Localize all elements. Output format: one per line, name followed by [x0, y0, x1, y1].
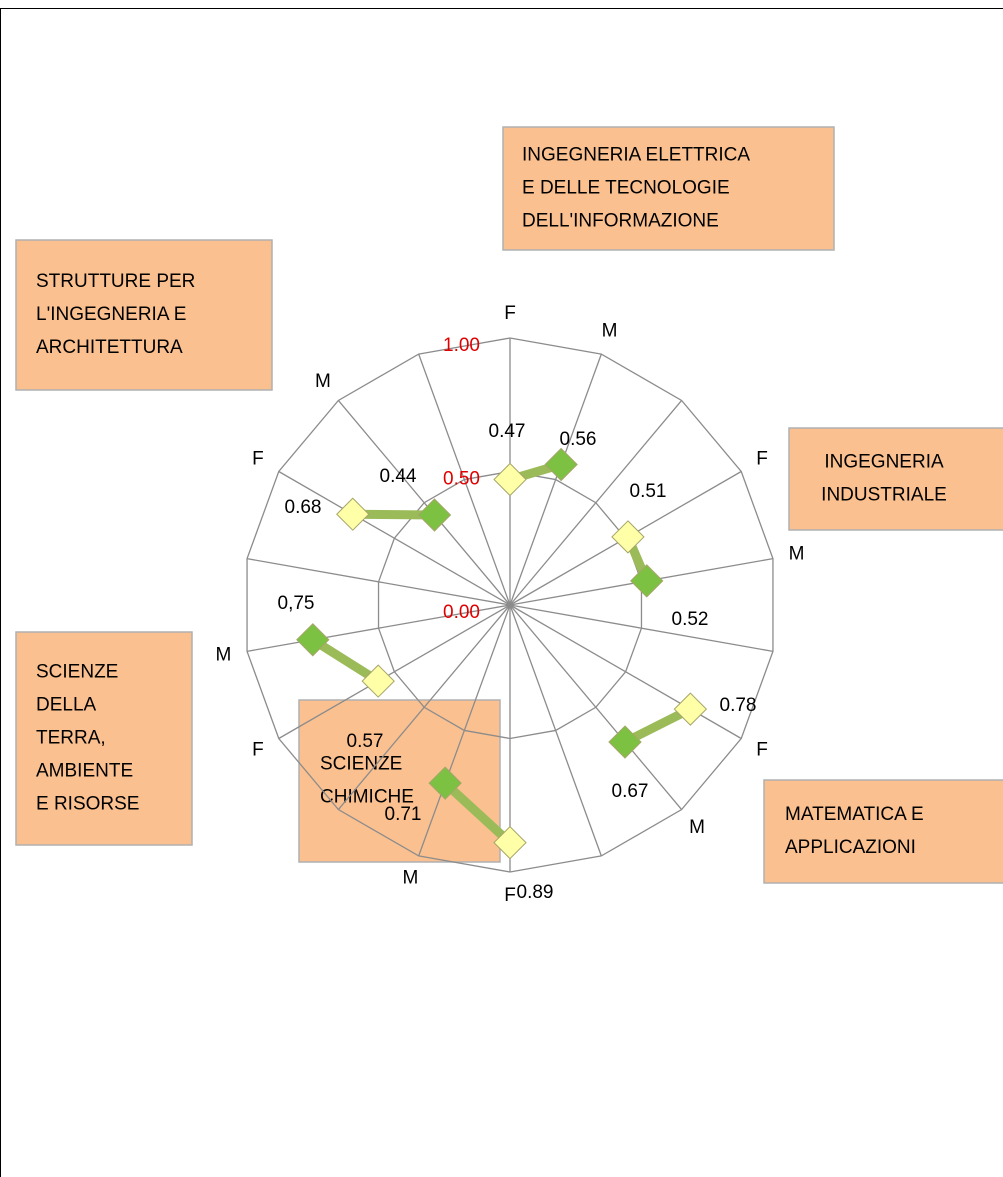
category-label: F [504, 885, 516, 906]
data-label: 0.52 [672, 609, 709, 630]
category-label: M [602, 321, 618, 342]
y-tick-label: 1.00 [443, 335, 480, 356]
category-label: M [216, 645, 232, 666]
spoke [509, 604, 683, 810]
marker [673, 692, 708, 726]
annotation-text: DELL'INFORMAZIONE [522, 211, 719, 232]
annotation-box [15, 631, 193, 846]
marker [296, 623, 330, 657]
series-line [442, 779, 514, 846]
category-label: F [252, 740, 264, 761]
annotation-text: E DELLE TECNOLOGIE [522, 178, 730, 199]
spoke [418, 353, 511, 606]
data-label: 0.47 [489, 421, 526, 442]
category-label: M [403, 867, 419, 888]
spoke [278, 470, 511, 606]
spoke [509, 604, 774, 653]
marker [544, 447, 578, 482]
annotation-text: AMBIENTE [36, 761, 133, 782]
category-label: M [315, 371, 331, 392]
marker [608, 725, 642, 759]
annotation-text: STRUTTURE PER [36, 271, 195, 292]
annotation-text: INDUSTRIALE [821, 485, 947, 506]
annotation-box [502, 126, 835, 251]
annotation-text: TERRA, [36, 728, 106, 749]
annotation-text: MATEMATICA E [785, 804, 924, 825]
y-tick-label: 0.50 [443, 469, 480, 490]
spoke [509, 400, 683, 606]
data-label: 0.56 [560, 429, 597, 450]
marker [417, 498, 452, 532]
data-label: 0.51 [630, 481, 667, 502]
data-label: 0,75 [278, 593, 315, 614]
page-border [0, 8, 1003, 1177]
category-label: F [756, 449, 768, 470]
category-label: M [789, 543, 805, 564]
data-label: 0.89 [517, 882, 554, 903]
annotation-text: SCIENZE [320, 754, 402, 775]
marker [493, 462, 527, 497]
marker [611, 520, 645, 554]
annotation-text: E RISORSE [36, 794, 139, 815]
spoke [509, 604, 742, 740]
annotation-box [763, 779, 1003, 884]
category-label: M [689, 817, 705, 838]
spoke [246, 604, 511, 653]
marker [336, 497, 370, 531]
marker [361, 664, 395, 698]
annotation-text: DELLA [36, 695, 97, 716]
annotation-text: L'INGEGNERIA E [36, 304, 186, 325]
marker [428, 766, 462, 800]
annotation-box [788, 427, 1003, 531]
data-label: 0.78 [720, 695, 757, 716]
annotation-text: ARCHITETTURA [36, 337, 183, 358]
data-label: 0.71 [385, 804, 422, 825]
annotation-text: SCIENZE [36, 662, 118, 683]
y-tick-label: 0.00 [443, 602, 480, 623]
category-label: F [504, 303, 516, 324]
marker [630, 564, 664, 598]
spoke [509, 604, 602, 857]
spoke [509, 353, 602, 606]
annotation-text: APPLICAZIONI [785, 837, 916, 858]
spoke [278, 604, 511, 740]
marker [493, 825, 527, 860]
annotation-text: CHIMICHE [320, 787, 414, 808]
annotation-box [298, 699, 501, 863]
spoke [418, 604, 511, 857]
data-label: 0.44 [380, 466, 417, 487]
spoke [337, 604, 511, 810]
annotation-box [15, 239, 273, 391]
annotation-text: INGEGNERIA ELETTRICA [522, 145, 750, 166]
category-label: F [252, 449, 264, 470]
data-label: 0.57 [347, 731, 384, 752]
category-label: F [756, 740, 768, 761]
annotation-text: INGEGNERIA [824, 452, 944, 473]
data-label: 0.68 [285, 497, 322, 518]
spoke [246, 557, 511, 606]
data-label: 0.67 [612, 781, 649, 802]
series-line [310, 635, 381, 685]
spoke [337, 400, 511, 606]
